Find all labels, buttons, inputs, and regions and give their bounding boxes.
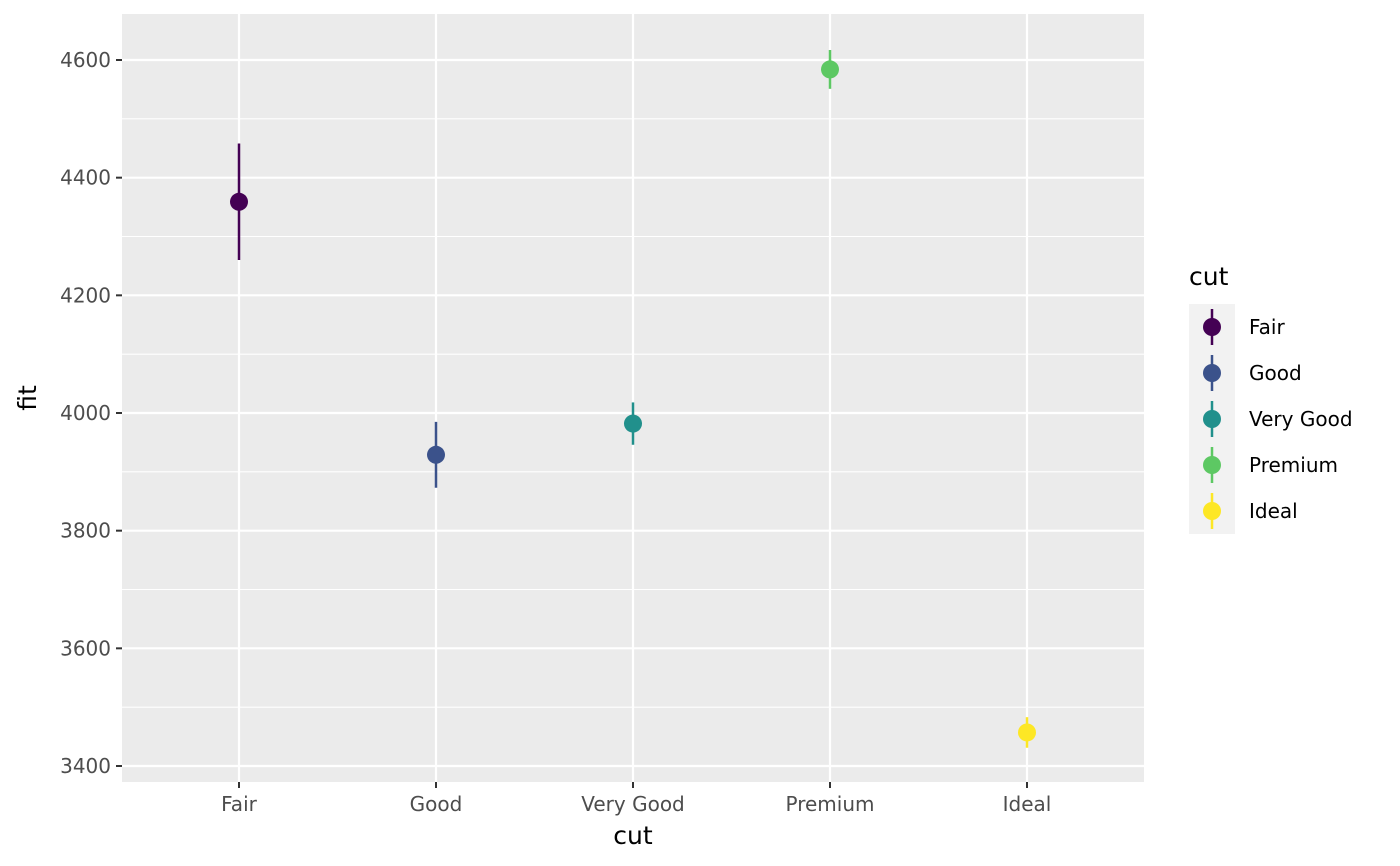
y-tick-label: 4400 xyxy=(60,166,111,190)
legend-label: Ideal xyxy=(1249,499,1298,523)
y-axis: 3400 3600 3800 4000 4200 4400 4600 xyxy=(60,48,122,778)
y-tick-label: 3800 xyxy=(60,519,111,543)
legend-title: cut xyxy=(1189,262,1229,291)
x-tick-label: Good xyxy=(410,792,463,816)
x-axis: Fair Good Very Good Premium Ideal xyxy=(221,782,1051,816)
marks xyxy=(230,49,1036,748)
legend: cut Fair Good Very Good Premium Ideal xyxy=(1189,262,1353,534)
data-point xyxy=(624,414,642,433)
legend-label: Very Good xyxy=(1249,407,1353,431)
legend-key-point xyxy=(1203,318,1221,336)
legend-key-point xyxy=(1203,410,1221,428)
legend-key-point xyxy=(1203,364,1221,382)
legend-label: Fair xyxy=(1249,315,1285,339)
legend-key-point xyxy=(1203,502,1221,520)
x-axis-title: cut xyxy=(613,821,653,850)
x-tick-label: Very Good xyxy=(581,792,685,816)
legend-key-point xyxy=(1203,456,1221,474)
y-tick-label: 3400 xyxy=(60,754,111,778)
y-tick-label: 4000 xyxy=(60,401,111,425)
legend-label: Good xyxy=(1249,361,1302,385)
y-tick-label: 4200 xyxy=(60,283,111,307)
legend-label: Premium xyxy=(1249,453,1338,477)
data-point xyxy=(821,60,839,79)
x-tick-label: Ideal xyxy=(1003,792,1052,816)
legend-entries: Fair Good Very Good Premium Ideal xyxy=(1203,309,1353,529)
y-tick-label: 4600 xyxy=(60,48,111,72)
x-tick-label: Premium xyxy=(786,792,875,816)
x-tick-label: Fair xyxy=(221,792,257,816)
y-axis-title: fit xyxy=(13,385,42,411)
y-tick-label: 3600 xyxy=(60,636,111,660)
data-point xyxy=(427,445,445,464)
data-point xyxy=(1018,723,1036,742)
data-point xyxy=(230,192,248,211)
